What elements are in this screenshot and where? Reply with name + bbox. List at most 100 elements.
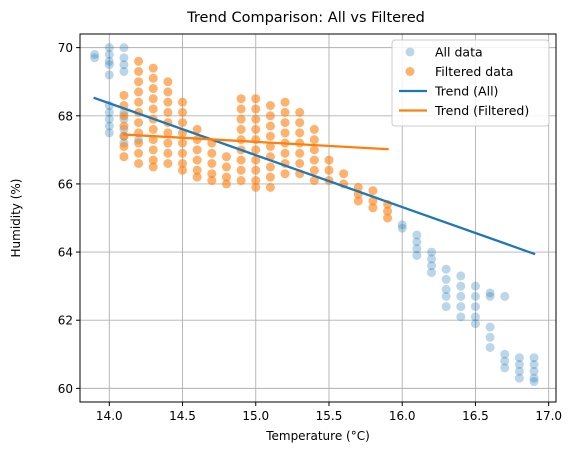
filtered-data-point	[134, 138, 144, 148]
filtered-data-point	[236, 165, 246, 175]
x-tick-label: 15.5	[316, 409, 343, 423]
filtered-data-point	[178, 138, 188, 148]
y-tick-label: 60	[58, 382, 73, 396]
filtered-data-point	[134, 97, 144, 107]
filtered-data-point	[251, 124, 261, 134]
all-data-point	[441, 285, 451, 295]
filtered-data-point	[251, 182, 261, 192]
x-tick-label: 17.0	[535, 409, 562, 423]
plot-frame	[79, 33, 557, 403]
filtered-data-point	[163, 107, 173, 117]
filtered-data-point	[163, 77, 173, 87]
filtered-data-point	[192, 172, 202, 182]
all-data-point	[119, 66, 129, 76]
all-data-point	[456, 302, 466, 312]
filtered-data-point	[119, 111, 129, 121]
filtered-data-point	[178, 148, 188, 158]
filtered-data-point	[280, 169, 290, 179]
legend-item-trend-all-label: Trend (All)	[434, 84, 498, 99]
filtered-data-point	[163, 87, 173, 97]
filtered-data-point	[236, 124, 246, 134]
filtered-data-point	[324, 155, 334, 165]
x-tick-label: 14.5	[169, 409, 196, 423]
all-data-point	[104, 43, 114, 53]
filtered-data-point	[148, 104, 158, 114]
all-data-point	[104, 60, 114, 70]
legend-item-trend-filtered-label: Trend (Filtered)	[434, 103, 529, 118]
filtered-data-point	[134, 56, 144, 66]
filtered-data-point	[148, 155, 158, 165]
all-data-point	[456, 271, 466, 281]
filtered-data-point	[207, 148, 217, 158]
filtered-data-point	[309, 176, 319, 186]
legend-item-filtered-data-marker	[405, 67, 415, 76]
y-tick-label: 68	[58, 109, 73, 123]
all-data-point	[90, 49, 100, 59]
filtered-data-point	[178, 165, 188, 175]
trend-all-line	[93, 96, 536, 256]
filtered-data-point	[207, 176, 217, 186]
trend-lines	[93, 96, 536, 256]
all-data-point	[456, 281, 466, 291]
filtered-data-point	[192, 145, 202, 155]
filtered-data-point	[383, 206, 393, 216]
all-data-point	[500, 356, 510, 366]
filtered-data-point	[265, 182, 275, 192]
filtered-data-point	[280, 107, 290, 117]
filtered-data-point	[383, 213, 393, 223]
filtered-data-point	[163, 148, 173, 158]
filtered-data-point	[251, 155, 261, 165]
filtered-data-point	[339, 169, 349, 179]
filtered-data-point	[163, 158, 173, 168]
all-data-point	[485, 288, 495, 298]
filtered-data-point	[251, 114, 261, 124]
filtered-data-point	[295, 158, 305, 168]
filtered-data-point	[309, 145, 319, 155]
all-data-point	[514, 366, 524, 376]
all-data-point	[470, 291, 480, 301]
filtered-data-point	[368, 196, 378, 206]
all-data-point	[456, 312, 466, 322]
legend-box	[391, 39, 550, 127]
filtered-data-point	[148, 124, 158, 134]
all-data-point	[412, 250, 422, 260]
filtered-data-point	[134, 118, 144, 128]
legend: All data Filtered data Trend (All) Trend (F…	[391, 39, 550, 127]
filtered-data-point	[265, 121, 275, 131]
filtered-data-point	[207, 158, 217, 168]
all-data-point	[90, 53, 100, 63]
y-axis-ticks: 60 62 64 66 68 70	[58, 41, 80, 396]
all-data-point	[119, 60, 129, 70]
trend-filtered-line	[122, 133, 389, 151]
filtered-data-point	[163, 128, 173, 138]
filtered-data-point	[178, 97, 188, 107]
filtered-data-point	[221, 179, 231, 189]
filtered-data-point	[134, 77, 144, 87]
all-data-point	[500, 349, 510, 359]
all-data-point	[529, 377, 539, 387]
filtered-data-point	[324, 165, 334, 175]
all-data-point	[514, 360, 524, 370]
filtered-data-point	[148, 73, 158, 83]
filtered-data-point	[148, 94, 158, 104]
filtered-data-point	[236, 176, 246, 186]
all-data-point	[441, 302, 451, 312]
filtered-data-point	[265, 141, 275, 151]
filtered-data-point	[119, 141, 129, 151]
filtered-data-point	[119, 152, 129, 162]
all-data-point	[485, 332, 495, 342]
legend-item-filtered-data-label: Filtered data	[435, 64, 513, 79]
y-tick-label: 66	[58, 177, 73, 191]
all-data-point	[470, 302, 480, 312]
filtered-data-point	[192, 165, 202, 175]
filtered-data-point	[309, 124, 319, 134]
filtered-data-point	[119, 90, 129, 100]
all-data-point	[529, 360, 539, 370]
filtered-data-point	[148, 162, 158, 172]
all-data-point	[485, 342, 495, 352]
all-data-point	[529, 373, 539, 383]
filtered-data-point	[280, 148, 290, 158]
all-data-point	[397, 223, 407, 233]
all-data-point	[427, 254, 437, 264]
filtered-data-point	[251, 94, 261, 104]
